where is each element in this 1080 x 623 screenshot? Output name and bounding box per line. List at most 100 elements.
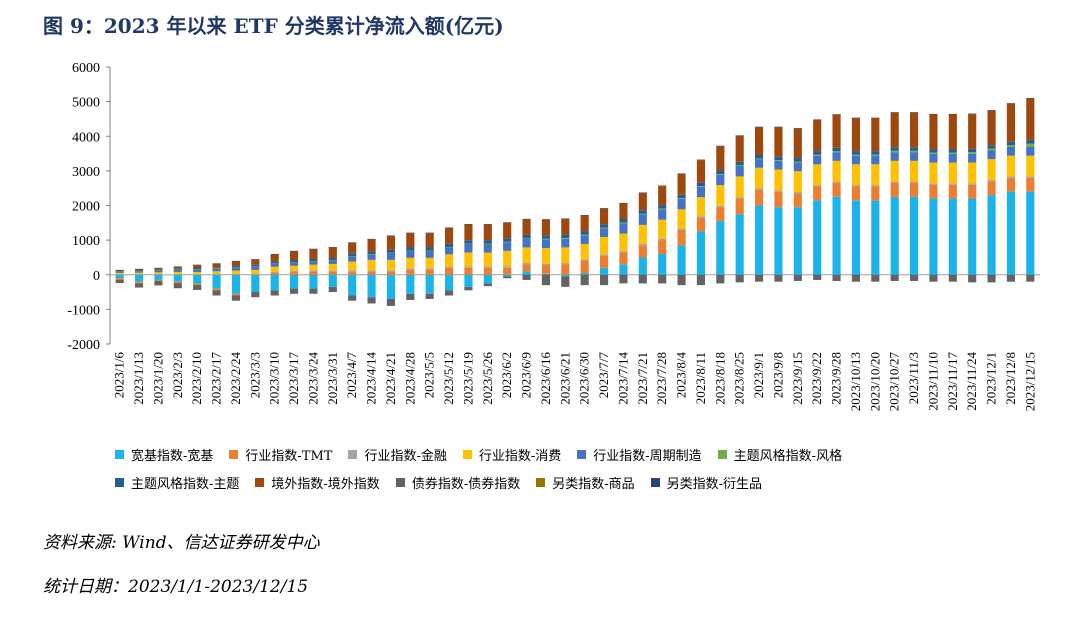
bar-segment	[541, 263, 551, 266]
bar-segment	[696, 182, 706, 187]
bar-segment	[522, 264, 531, 272]
x-tick-label: 2023/10/27	[887, 352, 902, 412]
bar-segment	[909, 112, 919, 148]
legend-item: 另类指数-衍生品	[650, 473, 762, 492]
bar-segment	[115, 270, 124, 272]
bar-segment	[968, 113, 977, 115]
bar-segment	[328, 247, 337, 258]
bar-segment	[406, 233, 415, 248]
bar-segment	[270, 261, 279, 264]
x-tick-label: 2023/8/18	[712, 352, 727, 405]
bar-segment	[696, 231, 706, 275]
bar-segment	[503, 274, 512, 277]
bar-segment	[193, 269, 202, 270]
bar-segment	[638, 245, 647, 258]
bar-segment	[154, 280, 163, 286]
bar-segment	[154, 268, 163, 270]
bar-segment	[813, 185, 822, 187]
bar-segment	[444, 228, 454, 244]
legend-label: 另类指数-商品	[552, 476, 635, 492]
bar-segment	[754, 274, 764, 282]
bar-segment	[522, 247, 531, 263]
bar-segment	[948, 274, 957, 282]
bar-segment	[173, 269, 182, 271]
bar-segment	[948, 184, 957, 199]
bar-segment	[638, 213, 647, 215]
bar-segment	[987, 179, 996, 182]
bar-segment	[348, 270, 357, 272]
bar-segment	[154, 272, 163, 275]
bar-segment	[483, 224, 492, 225]
x-tick-label: 2023/8/11	[693, 352, 708, 404]
bar-segment	[173, 274, 182, 275]
bar-segment	[270, 274, 279, 291]
bar-segment	[561, 274, 570, 277]
x-tick-label: 2023/9/15	[790, 352, 805, 405]
x-tick-label: 2023/9/8	[770, 352, 785, 398]
bar-segment	[522, 238, 531, 239]
bar-segment	[716, 185, 725, 206]
bar-segment	[871, 164, 880, 186]
legend-label: 债券指数-债券指数	[411, 476, 521, 492]
bar-segment	[173, 266, 182, 269]
bar-segment	[561, 234, 570, 239]
bar-segment	[251, 266, 260, 267]
bar-segment	[871, 151, 880, 155]
bar-segment	[193, 268, 202, 270]
bar-segment	[367, 251, 376, 255]
bar-segment	[406, 268, 415, 270]
bar-segment	[774, 160, 783, 161]
bar-segment	[890, 160, 899, 182]
legend-item: 主题风格指数-主题	[115, 473, 239, 492]
source-note: 资料来源: Wind、信达证券研发中心	[43, 533, 320, 553]
bar-segment	[774, 207, 783, 275]
bar-segment	[658, 208, 667, 210]
bar-segment	[1026, 191, 1035, 275]
bar-segment	[483, 266, 492, 268]
bar-segment	[832, 152, 841, 161]
x-tick-label: 2023/9/28	[829, 352, 844, 405]
bar-segment	[154, 279, 163, 281]
bar-segment	[134, 274, 144, 282]
legend-label: 境外指数-境外指数	[271, 476, 380, 492]
bar-segment	[541, 265, 551, 274]
bar-segment	[289, 274, 299, 289]
bar-segment	[367, 239, 376, 252]
bar-segment	[309, 261, 318, 262]
x-tick-label: 2023/2/24	[228, 352, 243, 405]
bar-segment	[968, 114, 977, 149]
x-tick-label: 2023/6/21	[557, 352, 572, 405]
bar-segment	[1026, 97, 1035, 99]
bar-segment	[832, 114, 841, 115]
bar-segment	[464, 274, 473, 287]
bar-segment	[541, 248, 551, 264]
y-tick-label: -1000	[67, 303, 100, 318]
bar-segment	[134, 268, 144, 270]
bar-segment	[406, 293, 415, 301]
bar-segment	[677, 173, 686, 195]
bar-segment	[580, 234, 589, 236]
bar-segment	[658, 253, 667, 275]
x-tick-label: 2023/2/17	[209, 352, 224, 405]
bar-segment	[386, 249, 396, 253]
bar-segment	[851, 151, 861, 155]
bar-segment	[696, 216, 706, 218]
bar-segment	[483, 243, 492, 253]
bar-segment	[193, 269, 202, 272]
bar-segment	[929, 114, 938, 150]
legend-item: 宽基指数-宽基	[115, 445, 213, 464]
bar-segment	[386, 270, 396, 272]
x-tick-label: 2023/11/10	[925, 352, 940, 411]
bar-segment	[851, 154, 861, 156]
bar-segment	[386, 235, 396, 236]
bar-segment	[289, 265, 299, 271]
chart-bars	[115, 97, 1035, 306]
legend-label: 宽基指数-宽基	[131, 448, 214, 464]
bar-segment	[677, 245, 686, 275]
bar-segment	[677, 173, 686, 174]
bar-segment	[599, 208, 609, 225]
bar-segment	[425, 233, 434, 248]
bar-segment	[483, 252, 492, 267]
bar-segment	[251, 259, 260, 265]
bar-segment	[677, 274, 686, 286]
